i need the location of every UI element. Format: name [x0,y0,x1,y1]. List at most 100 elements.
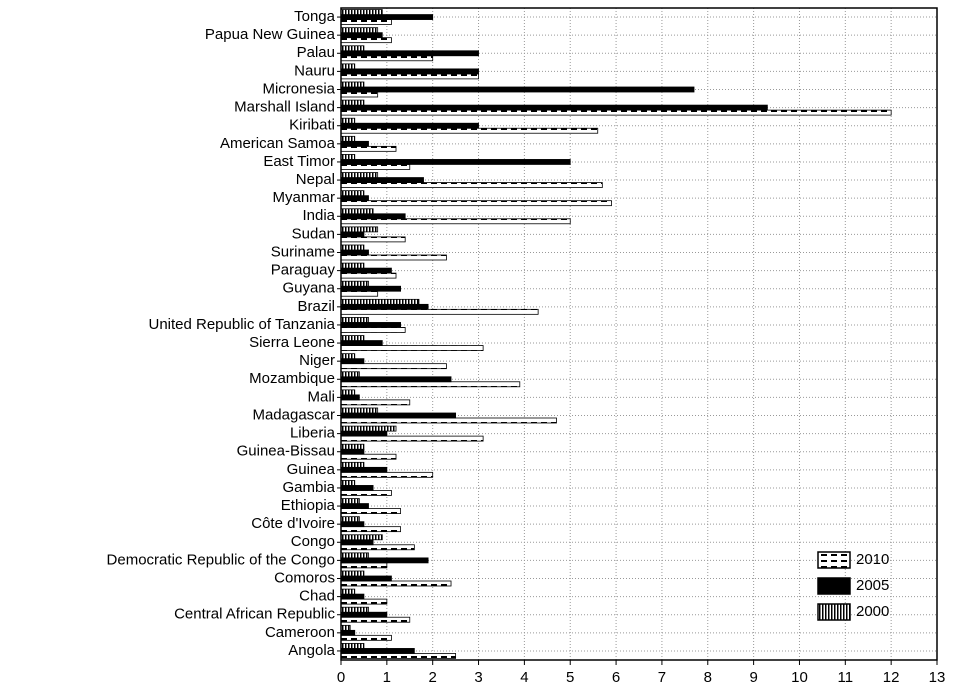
x-tick-label: 2 [429,669,437,686]
y-tick-label: India [302,207,335,224]
y-tick-label: Central African Republic [174,606,335,623]
x-tick-label: 8 [704,669,712,686]
bar [340,345,484,351]
bar [340,598,388,605]
bar [340,389,356,396]
bar [340,135,356,142]
x-tick-label: 12 [883,669,900,686]
bar [340,159,571,165]
x-tick-label: 1 [383,669,391,686]
y-tick-label: Guinea [287,461,336,478]
bar [340,262,365,269]
y-tick-label: Brazil [297,298,335,315]
bar [340,466,388,473]
y-tick-label: Democratic Republic of the Congo [107,551,335,568]
plot-frame [340,7,938,661]
bar [340,81,365,88]
bar [340,226,379,233]
y-tick-label: East Timor [263,153,335,170]
x-tick-label: 13 [929,669,946,686]
bar [340,267,392,274]
bar [340,430,388,437]
bar [340,195,369,202]
y-tick-label: Tonga [294,8,336,25]
legend-label: 2005 [856,577,889,594]
bar [340,557,429,564]
bar [340,485,374,491]
bar [340,544,415,551]
bar [340,562,388,569]
bar [340,381,521,388]
bar [340,340,383,346]
bar [340,190,365,197]
bar [340,254,447,261]
bar [340,634,392,641]
bar [340,407,379,414]
bar [340,575,392,582]
legend-label: 2000 [856,603,889,620]
bar [340,580,452,587]
y-tick-label: Madagascar [252,406,335,423]
bar [340,376,452,383]
bar [340,154,356,160]
bar [340,200,612,207]
bar [340,14,434,20]
legend-label: 2010 [856,551,889,568]
bar [340,145,397,152]
bar [340,358,365,365]
y-tick-label: Ethiopia [281,497,336,514]
bar [340,534,383,541]
bar [340,303,429,310]
bar [340,629,356,636]
y-tick-label: Comoros [274,569,335,586]
bar [340,417,557,424]
x-tick-label: 3 [474,669,482,686]
x-tick-label: 6 [612,669,620,686]
bar [340,526,401,533]
bar [340,508,401,514]
y-tick-label: Kiribati [289,117,335,134]
y-tick-label: Sierra Leone [249,334,335,351]
legend-swatch [817,603,851,621]
bar [340,490,392,496]
bar [340,9,383,15]
bar [340,317,369,323]
bar [340,63,356,70]
bar [340,127,599,134]
bar [340,521,365,528]
y-tick-label: Mali [307,388,335,405]
bar [340,461,365,468]
bar [340,322,401,328]
y-tick-label: Liberia [290,425,336,442]
y-tick-label: Angola [288,642,335,659]
bar [340,570,365,577]
legend-swatch [817,551,851,569]
bar [340,648,415,654]
bar [340,298,420,305]
bar [340,363,447,370]
bar [340,236,406,243]
bar [340,164,411,170]
bar [340,480,356,486]
y-tick-label: Côte d'Ivoire [251,515,335,532]
bar [340,399,411,406]
bar [340,50,479,57]
y-tick-label: Myanmar [272,189,335,206]
bar [340,27,379,34]
bar [340,588,356,595]
bar [340,117,356,124]
bar [340,539,374,546]
bar [340,643,365,649]
bar [340,177,424,183]
y-tick-label: Micronesia [262,80,335,97]
y-tick-label: United Republic of Tanzania [148,316,335,333]
bar [340,68,479,75]
y-tick-label: Palau [297,44,335,61]
bar [340,280,369,287]
bar [340,327,406,333]
y-tick-label: Nauru [294,62,335,79]
bar [340,272,397,279]
bar [340,32,383,39]
x-tick-label: 9 [749,669,757,686]
